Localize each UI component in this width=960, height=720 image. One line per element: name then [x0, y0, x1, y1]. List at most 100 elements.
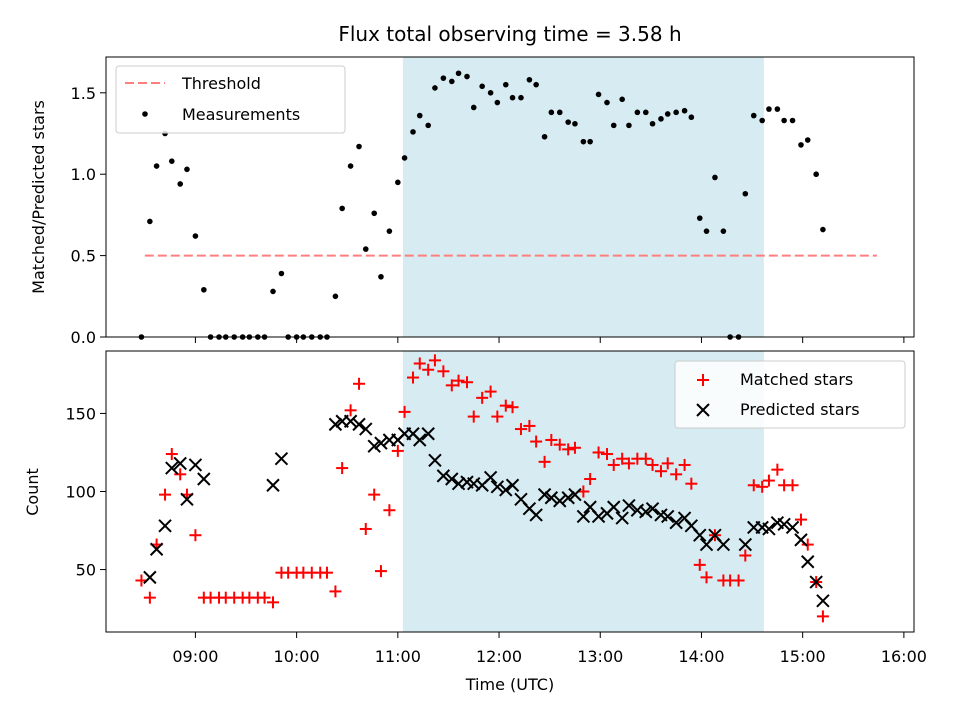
predicted-star-point — [328, 417, 343, 432]
measurement-point — [742, 190, 749, 197]
matched-star-point — [329, 585, 342, 598]
matched-star-point — [437, 365, 450, 378]
predicted-x-b — [816, 594, 830, 608]
matched-star-point — [786, 479, 799, 492]
matched-star-point — [562, 443, 575, 456]
measurement-point — [604, 99, 610, 106]
matched-star-point — [732, 574, 745, 587]
predicted-x-b — [576, 509, 591, 524]
predicted-star-point — [576, 509, 591, 524]
measurement-point — [804, 137, 811, 143]
matched-star-point — [756, 480, 769, 493]
legend-threshold-label: Threshold — [181, 74, 261, 93]
predicted-x-b — [343, 414, 358, 428]
predicted-x-b — [188, 458, 203, 472]
measurement-point — [688, 114, 695, 121]
predicted-star-point — [639, 505, 653, 519]
predicted-star-point — [794, 533, 808, 547]
predicted-x-b — [149, 542, 164, 556]
measurement-point — [595, 91, 602, 98]
measurement-point — [425, 122, 431, 129]
predicted-x-b — [180, 492, 194, 507]
measurement-point — [464, 73, 470, 80]
matched-star-point — [553, 438, 566, 451]
predicted-star-point — [266, 478, 280, 492]
matched-star-point — [445, 379, 458, 392]
measurement-point — [664, 111, 671, 117]
predicted-x-b — [499, 483, 513, 497]
bottom-legend: Matched stars Predicted stars — [674, 360, 906, 429]
top-y-tick-label: 0.5 — [71, 247, 96, 266]
measurement-point — [673, 109, 679, 116]
measurement-point — [703, 228, 710, 234]
x-tick-label: 11:00 — [375, 647, 421, 666]
measurement-point — [619, 96, 625, 103]
top-x-ticks — [194, 337, 905, 343]
measurement-point — [759, 117, 765, 124]
matched-star-point — [344, 404, 357, 417]
predicted-star-point — [762, 522, 776, 536]
bottom-y-tick-label: 100 — [65, 483, 96, 502]
measurement-point — [548, 109, 555, 116]
predicted-star-point — [801, 555, 815, 569]
legend-matched-label: Matched stars — [740, 370, 853, 389]
predicted-star-point — [413, 433, 427, 447]
predicted-x-b — [374, 436, 388, 450]
x-tick-label: 13:00 — [577, 647, 623, 666]
measurement-point — [362, 246, 369, 252]
matched-star-point — [499, 399, 512, 412]
predicted-star-point — [367, 439, 381, 453]
predicted-x-b — [654, 508, 668, 522]
top-legend: Threshold Measurements — [115, 65, 346, 134]
matched-star-point — [165, 448, 178, 461]
matched-star-point — [422, 363, 435, 376]
measurement-point — [192, 233, 199, 239]
predicted-x-b — [615, 511, 629, 525]
measurement-point — [580, 138, 587, 145]
measurement-point — [410, 129, 416, 135]
matched-star-point — [398, 405, 411, 418]
top-y-tick-label: 1.5 — [71, 84, 96, 103]
matched-star-point — [159, 488, 172, 501]
predicted-star-point — [158, 519, 172, 533]
measurement-point — [440, 75, 447, 81]
predicted-star-point — [143, 570, 157, 585]
legend-predicted-label: Predicted stars — [740, 400, 860, 419]
predicted-x-b — [762, 522, 776, 536]
predicted-x-b — [645, 501, 660, 516]
predicted-x-b — [591, 509, 606, 524]
predicted-x-b — [413, 433, 427, 447]
predicted-star-point — [529, 508, 543, 522]
measurement-point — [526, 76, 533, 83]
matched-star-point — [189, 529, 202, 542]
predicted-x-b — [460, 475, 474, 489]
predicted-star-point — [615, 511, 629, 525]
matched-star-point — [368, 488, 381, 501]
bottom-y-ticks: 50 100 150 — [65, 404, 106, 580]
matched-star-point — [654, 465, 667, 478]
matched-star-point — [353, 377, 366, 390]
matched-star-point — [383, 504, 396, 517]
predicted-x-b — [428, 453, 442, 467]
matched-star-point — [266, 596, 279, 609]
matched-star-point — [592, 446, 605, 459]
matched-star-point — [374, 565, 387, 578]
measurement-point — [494, 99, 501, 106]
bottom-y-axis-label: Count — [23, 468, 42, 516]
measurement-point — [201, 286, 207, 293]
predicted-x-b — [544, 491, 559, 505]
top-y-ticks: 0.0 0.5 1.0 1.5 — [71, 84, 106, 347]
predicted-star-point — [661, 509, 675, 524]
legend-measurements-label: Measurements — [182, 105, 300, 124]
bottom-panel: 50 100 150 09:00 10:00 11:00 12:00 13:00 14:00 1… — [23, 350, 927, 694]
predicted-star-point — [436, 469, 451, 483]
predicted-x-b — [684, 519, 699, 533]
measurement-point — [470, 104, 477, 111]
predicted-x-b — [359, 422, 373, 436]
predicted-star-point — [149, 542, 164, 556]
predicted-x-b — [445, 472, 459, 486]
predicted-x-b — [801, 555, 815, 569]
matched-star-point — [545, 433, 558, 446]
matched-star-point — [678, 458, 691, 471]
